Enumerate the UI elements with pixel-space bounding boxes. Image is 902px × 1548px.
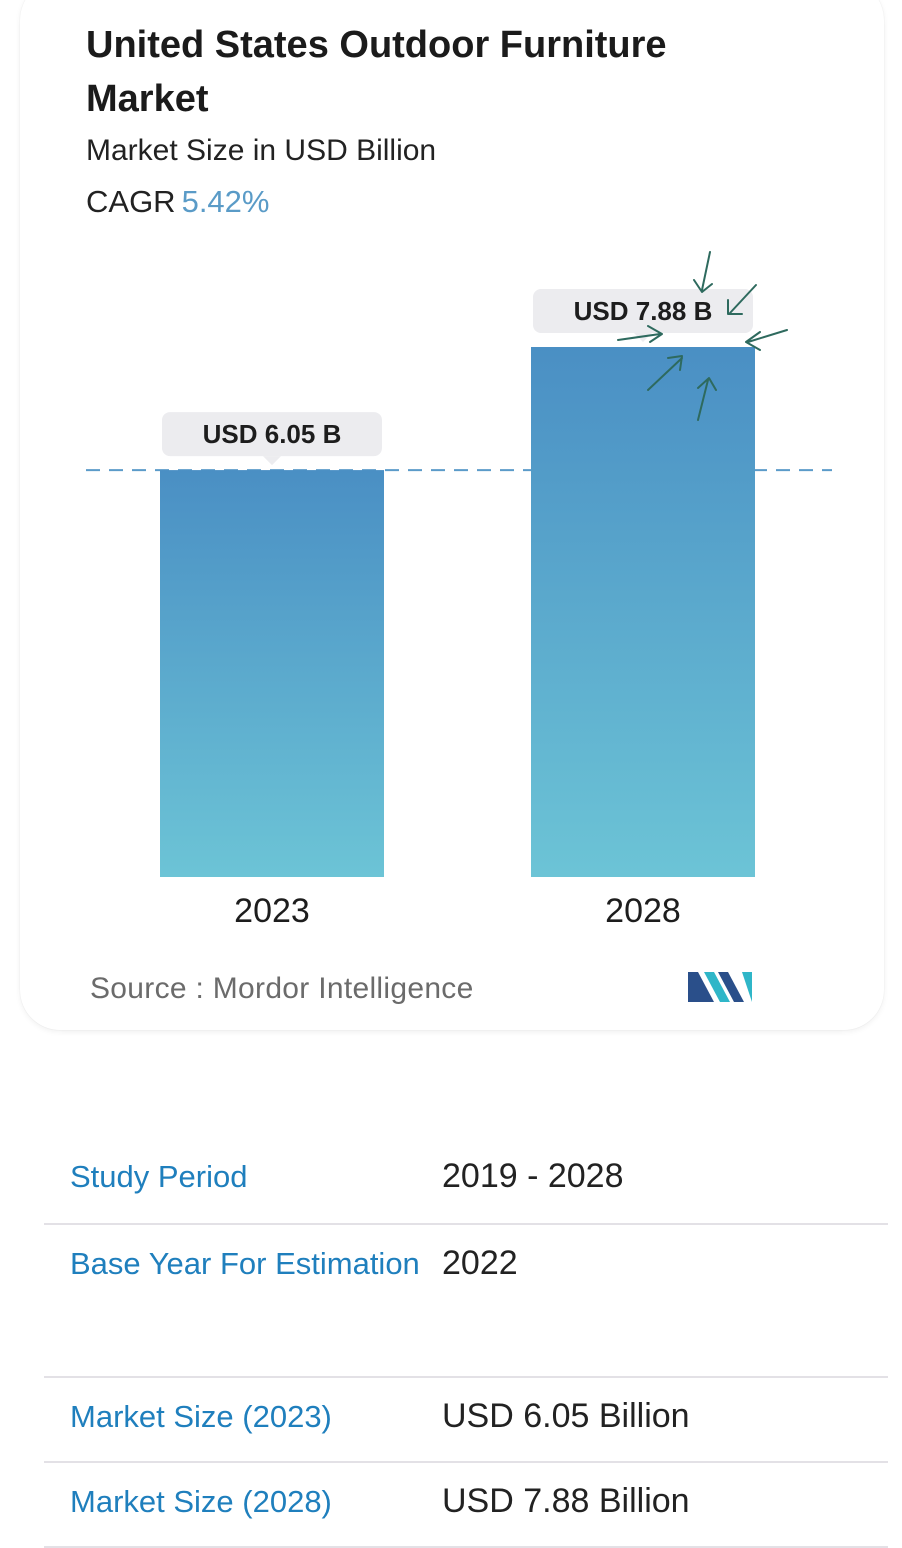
bar-chart: USD 6.05 B 2023 USD 7.88 B 2028 bbox=[86, 251, 832, 930]
spec-value: 2022 bbox=[442, 1244, 518, 1282]
table-row: Base Year For Estimation 2022 bbox=[44, 1224, 888, 1377]
table-row: Market Size (2028) USD 7.88 Billion bbox=[44, 1462, 888, 1547]
spec-label: Base Year For Estimation bbox=[70, 1246, 420, 1281]
data-label-bubble bbox=[162, 412, 382, 457]
bar-2023 bbox=[160, 470, 384, 877]
cagr-value: 5.42% bbox=[181, 184, 270, 219]
chart-subtitle: Market Size in USD Billion bbox=[86, 134, 437, 167]
spec-label: Study Period bbox=[70, 1159, 248, 1194]
spec-value: USD 7.88 Billion bbox=[442, 1482, 690, 1520]
hand-drawn-arrow bbox=[745, 329, 788, 351]
hand-drawn-arrow bbox=[693, 251, 713, 293]
table-row: Market Size (2023) USD 6.05 Billion bbox=[44, 1377, 888, 1462]
hand-drawn-arrow bbox=[647, 355, 683, 391]
cagr-line: CAGR 5.42% bbox=[86, 184, 269, 220]
spec-label: Market Size (2023) bbox=[70, 1399, 332, 1434]
bar-2028 bbox=[531, 347, 755, 877]
data-label: USD 6.05 B bbox=[203, 419, 342, 449]
source-text: Source : Mordor Intelligence bbox=[90, 972, 474, 1005]
data-label-bubble bbox=[533, 289, 753, 333]
x-tick-label: 2023 bbox=[234, 892, 310, 930]
hand-drawn-arrow bbox=[727, 284, 757, 315]
chart-title: United States Outdoor Furniture Market bbox=[86, 24, 667, 120]
x-tick-label: 2028 bbox=[605, 892, 681, 930]
data-label: USD 7.88 B bbox=[574, 296, 713, 326]
spec-label: Market Size (2028) bbox=[70, 1484, 332, 1519]
table-row: Study Period 2019 - 2028 bbox=[44, 1138, 888, 1224]
hand-drawn-arrow bbox=[697, 377, 717, 421]
spec-value: 2019 - 2028 bbox=[442, 1157, 624, 1195]
data-label-pointer bbox=[263, 456, 281, 466]
mordor-intelligence-logo-icon bbox=[688, 972, 752, 1002]
spec-value: USD 6.05 Billion bbox=[442, 1397, 690, 1435]
cagr-label: CAGR bbox=[86, 184, 176, 219]
hand-drawn-arrows bbox=[617, 251, 788, 421]
hand-drawn-arrow bbox=[617, 325, 663, 343]
market-specs-table: Study Period 2019 - 2028 Base Year For E… bbox=[44, 1138, 888, 1548]
